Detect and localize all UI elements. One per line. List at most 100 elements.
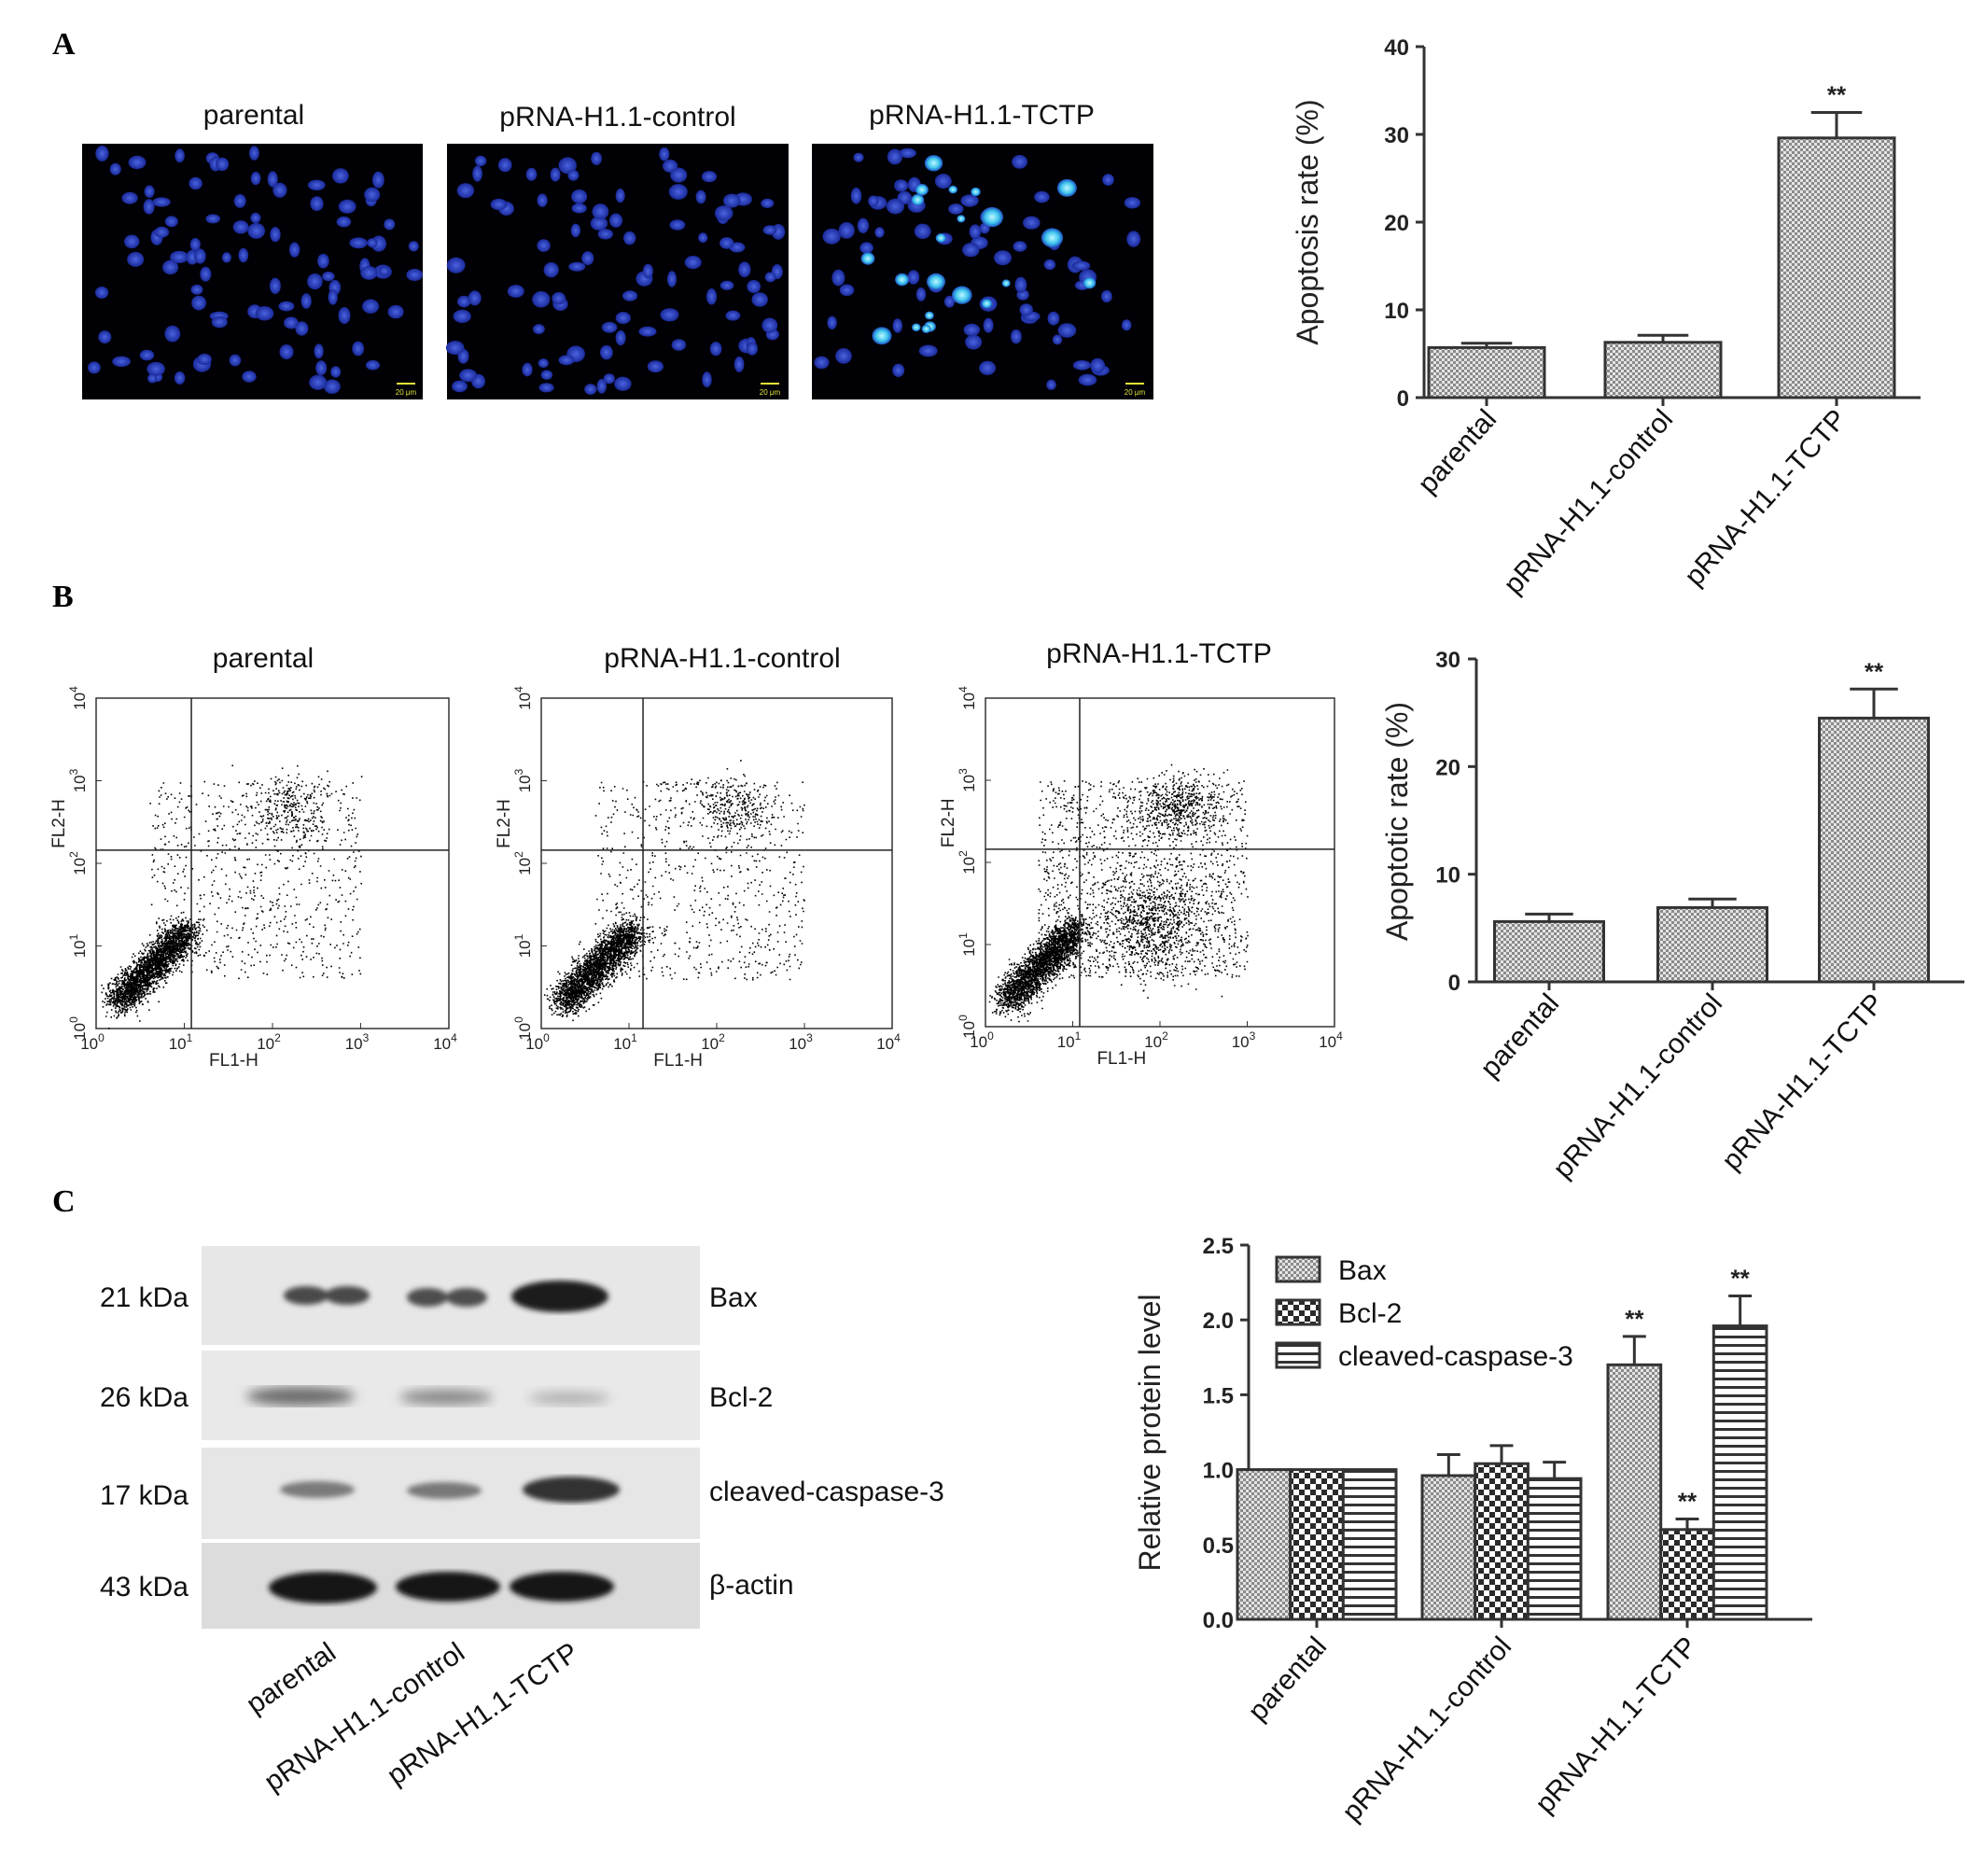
nucleus xyxy=(216,157,230,172)
nucleus xyxy=(154,226,170,238)
nucleus xyxy=(701,171,718,183)
nucleus xyxy=(540,370,553,380)
nucleus xyxy=(152,197,171,207)
nucleus xyxy=(497,158,512,173)
nucleus xyxy=(667,271,677,287)
x-category-label: parental xyxy=(1242,1631,1333,1728)
nucleus xyxy=(387,304,404,319)
nucleus xyxy=(324,379,341,394)
nucleus xyxy=(121,191,138,204)
x-category-label: pRNA-H1.1-control xyxy=(1498,404,1679,600)
y-tick-label: 0.5 xyxy=(1203,1533,1234,1559)
nucleus xyxy=(814,356,830,370)
bar xyxy=(1606,1363,1663,1621)
bar xyxy=(1656,905,1768,984)
facs-y-tick: 104 xyxy=(67,686,89,710)
nucleus xyxy=(175,148,185,163)
facs-y-tick: 100 xyxy=(67,1016,89,1041)
nucleus xyxy=(143,199,155,215)
apoptotic-nucleus xyxy=(971,187,981,197)
mw-label-caspase3: 17 kDa xyxy=(100,1480,189,1511)
nucleus xyxy=(983,317,994,333)
nucleus xyxy=(746,342,759,356)
nucleus xyxy=(532,291,551,308)
nucleus xyxy=(751,292,768,307)
nucleus xyxy=(139,349,155,361)
nucleus xyxy=(962,243,980,258)
nucleus xyxy=(963,323,981,336)
fluorescence-image-parental xyxy=(82,144,424,399)
nucleus xyxy=(874,227,885,238)
nucleus xyxy=(456,183,475,199)
nucleus xyxy=(147,361,165,376)
nucleus xyxy=(474,155,487,167)
legend-label: Bax xyxy=(1338,1255,1387,1286)
nucleus xyxy=(853,152,864,162)
fluorescence-image-control xyxy=(445,144,789,399)
y-axis-title: Apoptosis rate (%) xyxy=(1291,99,1324,344)
nucleus xyxy=(918,344,938,357)
panel-letter-a: A xyxy=(52,27,76,62)
nucleus xyxy=(191,295,207,311)
nucleus xyxy=(822,228,841,245)
nucleus xyxy=(109,162,121,175)
nucleus xyxy=(647,360,664,373)
nucleus xyxy=(317,253,329,269)
nucleus xyxy=(310,196,324,212)
nucleus xyxy=(221,252,231,263)
nucleus xyxy=(1043,259,1056,271)
nucleus xyxy=(761,317,778,333)
nucleus xyxy=(738,261,751,278)
lane-label-parental: parental xyxy=(241,1637,342,1720)
nucleus xyxy=(1011,329,1022,344)
bar xyxy=(1341,1468,1398,1621)
facs-events xyxy=(988,763,1249,1023)
facs-y-tick: 102 xyxy=(957,850,978,875)
nucleus xyxy=(314,343,324,359)
nucleus xyxy=(969,224,982,239)
nucleus xyxy=(850,188,862,204)
nucleus xyxy=(943,295,956,308)
bar xyxy=(1474,1462,1530,1621)
nucleus xyxy=(330,366,342,378)
nucleus xyxy=(827,315,837,329)
nucleus xyxy=(384,218,396,231)
nucleus xyxy=(550,167,561,182)
nucleus xyxy=(309,374,328,390)
apoptotic-nucleus xyxy=(912,323,921,332)
nucleus xyxy=(892,363,905,377)
nucleus xyxy=(695,189,706,204)
nucleus xyxy=(670,167,688,183)
significance-marker: ** xyxy=(1865,657,1884,685)
nucleus xyxy=(1122,319,1132,331)
significance-marker: ** xyxy=(1678,1488,1698,1516)
facs-y-axis-label: FL2-H xyxy=(939,798,958,847)
nucleus xyxy=(592,203,609,220)
facs-y-axis-label: FL2-H xyxy=(495,799,514,848)
nucleus xyxy=(1101,289,1112,303)
nucleus xyxy=(205,214,220,224)
nucleus xyxy=(315,360,328,376)
nucleus xyxy=(364,187,381,203)
nucleus xyxy=(558,157,577,175)
facs-y-tick: 103 xyxy=(512,768,534,792)
nucleus xyxy=(112,356,131,367)
apoptotic-nucleus xyxy=(957,215,966,223)
nucleus xyxy=(307,273,323,290)
x-category-label: pRNA-H1.1-TCTP xyxy=(1679,404,1852,593)
apoptotic-nucleus xyxy=(1001,279,1011,287)
nucleus xyxy=(638,326,657,337)
nucleus xyxy=(362,299,380,314)
mw-label-bax: 21 kDa xyxy=(100,1282,189,1313)
nucleus xyxy=(857,217,870,233)
y-tick-label: 40 xyxy=(1384,35,1409,61)
apoptotic-nucleus xyxy=(927,273,945,290)
nucleus xyxy=(702,371,712,388)
nucleus xyxy=(284,316,299,329)
facs-y-tick: 102 xyxy=(512,851,534,875)
facs-y-tick: 103 xyxy=(67,768,89,792)
nucleus xyxy=(445,341,465,356)
facs-title-parental: parental xyxy=(213,643,314,674)
nucleus xyxy=(934,174,952,189)
